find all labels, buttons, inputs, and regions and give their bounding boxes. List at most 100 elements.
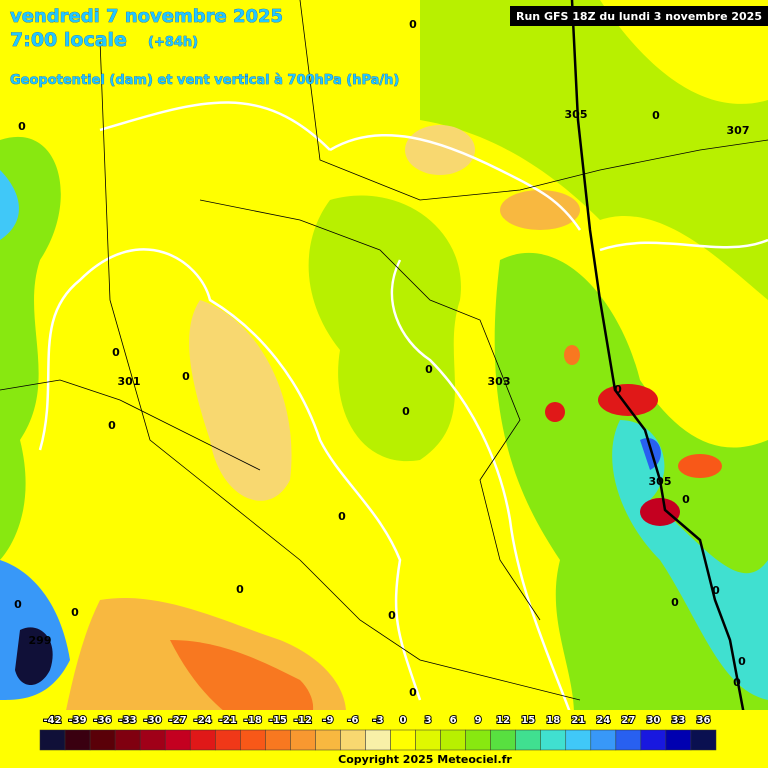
- colorbar-swatch: [515, 729, 541, 751]
- borders: [0, 0, 768, 701]
- colorbar-label: -33: [119, 715, 137, 726]
- area-red: [598, 384, 658, 416]
- zero-label: 0: [614, 383, 622, 396]
- contour-label: 303: [488, 375, 511, 388]
- colorbar-label: -9: [322, 715, 333, 726]
- colorbar-label: 0: [400, 715, 407, 726]
- subtitle: Geopotentiel (dam) et vent vertical à 70…: [10, 73, 399, 88]
- zero-label: 0: [108, 419, 116, 432]
- colorbar-label: 18: [546, 715, 560, 726]
- colorbar-label: 12: [496, 715, 510, 726]
- colorbar-swatch: [315, 729, 341, 751]
- area-lightgreen: [308, 195, 461, 462]
- contour-line: [329, 133, 582, 231]
- zero-label: 0: [388, 609, 396, 622]
- colorbar-label: -39: [69, 715, 87, 726]
- zero-label: 0: [712, 584, 720, 597]
- zero-label: 0: [733, 676, 741, 689]
- area-cyan: [612, 420, 768, 700]
- colorbar-swatch: [290, 729, 316, 751]
- colorbar-label: -21: [219, 715, 237, 726]
- border-line: [199, 199, 541, 621]
- run-box: [510, 6, 768, 26]
- colorbar-swatch: [640, 729, 667, 751]
- colorbar-swatch: [415, 729, 441, 751]
- colorbar-swatch: [340, 729, 366, 751]
- colorbar-swatch: [39, 729, 66, 751]
- contour-label: 307: [727, 124, 750, 137]
- border-line: [299, 0, 768, 201]
- colorbar-swatch: [390, 729, 416, 751]
- run-info: Run GFS 18Z du lundi 3 novembre 2025: [516, 10, 762, 23]
- contour-label: 301: [118, 375, 141, 388]
- zero-label: 0: [338, 510, 346, 523]
- colorbar-label: 9: [475, 715, 482, 726]
- colorbar-label: -6: [347, 715, 358, 726]
- lead-time: (+84h): [148, 35, 198, 50]
- area-pale: [405, 125, 475, 175]
- colorbar-swatch: [114, 729, 141, 751]
- colorbar-label: -36: [94, 715, 112, 726]
- colorbar-label: 3: [425, 715, 432, 726]
- zero-label: 0: [112, 346, 120, 359]
- area-red: [640, 498, 680, 526]
- colorbar-label: -24: [194, 715, 212, 726]
- contour-label: 299: [29, 634, 52, 647]
- zero-label: 0: [409, 686, 417, 699]
- colorbar-label: 27: [621, 715, 635, 726]
- colorbar-label: 24: [596, 715, 610, 726]
- zero-label: 0: [652, 109, 660, 122]
- colorbar-label: -3: [372, 715, 383, 726]
- colorbar-label: 30: [646, 715, 660, 726]
- colorbar-label: 21: [571, 715, 585, 726]
- area-red: [678, 454, 722, 478]
- contour-label: 305: [649, 475, 672, 488]
- date-title: vendredi 7 novembre 2025: [10, 6, 283, 27]
- area-orange: [500, 190, 580, 230]
- contour-line: [599, 238, 768, 252]
- time-title: 7:00 locale: [10, 29, 127, 51]
- area-dark: [15, 627, 53, 685]
- colorbar-label: -27: [169, 715, 187, 726]
- colorbar-swatch: [64, 729, 91, 751]
- colorbar-swatch: [139, 729, 166, 751]
- colorbar-swatch: [164, 729, 191, 751]
- colorbar-swatch: [590, 729, 617, 751]
- zero-label: 0: [682, 493, 690, 506]
- colorbar-label: 6: [450, 715, 457, 726]
- colorbar-swatch: [365, 729, 391, 751]
- zero-label: 0: [425, 363, 433, 376]
- colorbar-swatch: [189, 729, 216, 751]
- area-green: [0, 136, 61, 561]
- colorbar-swatch: [89, 729, 116, 751]
- border-line: [0, 379, 261, 471]
- colorbar-swatch: [540, 729, 567, 751]
- colorbar: -42 -39 -36 -33 -30 -27 -24 -21 -18 -15 -12 -9 -6 -3 0…: [39, 714, 717, 751]
- zero-label: 0: [671, 596, 679, 609]
- zero-label: 0: [409, 18, 417, 31]
- zero-label: 0: [402, 405, 410, 418]
- area-lightgreen: [420, 0, 768, 300]
- contour-line: [38, 248, 422, 701]
- colorbar-swatch: [240, 729, 266, 751]
- zero-label: 0: [738, 655, 746, 668]
- area-pale: [189, 300, 292, 501]
- colorbar-label: 36: [697, 715, 711, 726]
- colorbar-swatch: [615, 729, 642, 751]
- colorbar-swatch: [465, 729, 491, 751]
- colorbar-label: 33: [671, 715, 685, 726]
- contour-line: [390, 259, 582, 741]
- zero-label: 0: [14, 598, 22, 611]
- zero-label: 0: [236, 583, 244, 596]
- colorbar-label: -12: [294, 715, 312, 726]
- area-orange: [564, 345, 580, 365]
- colorbar-swatch: [565, 729, 592, 751]
- colorbar-swatch: [440, 729, 466, 751]
- colorbar-label: -18: [244, 715, 262, 726]
- colorbar-swatch: [490, 729, 516, 751]
- white-contours: [38, 101, 768, 741]
- colorbar-label: -30: [144, 715, 162, 726]
